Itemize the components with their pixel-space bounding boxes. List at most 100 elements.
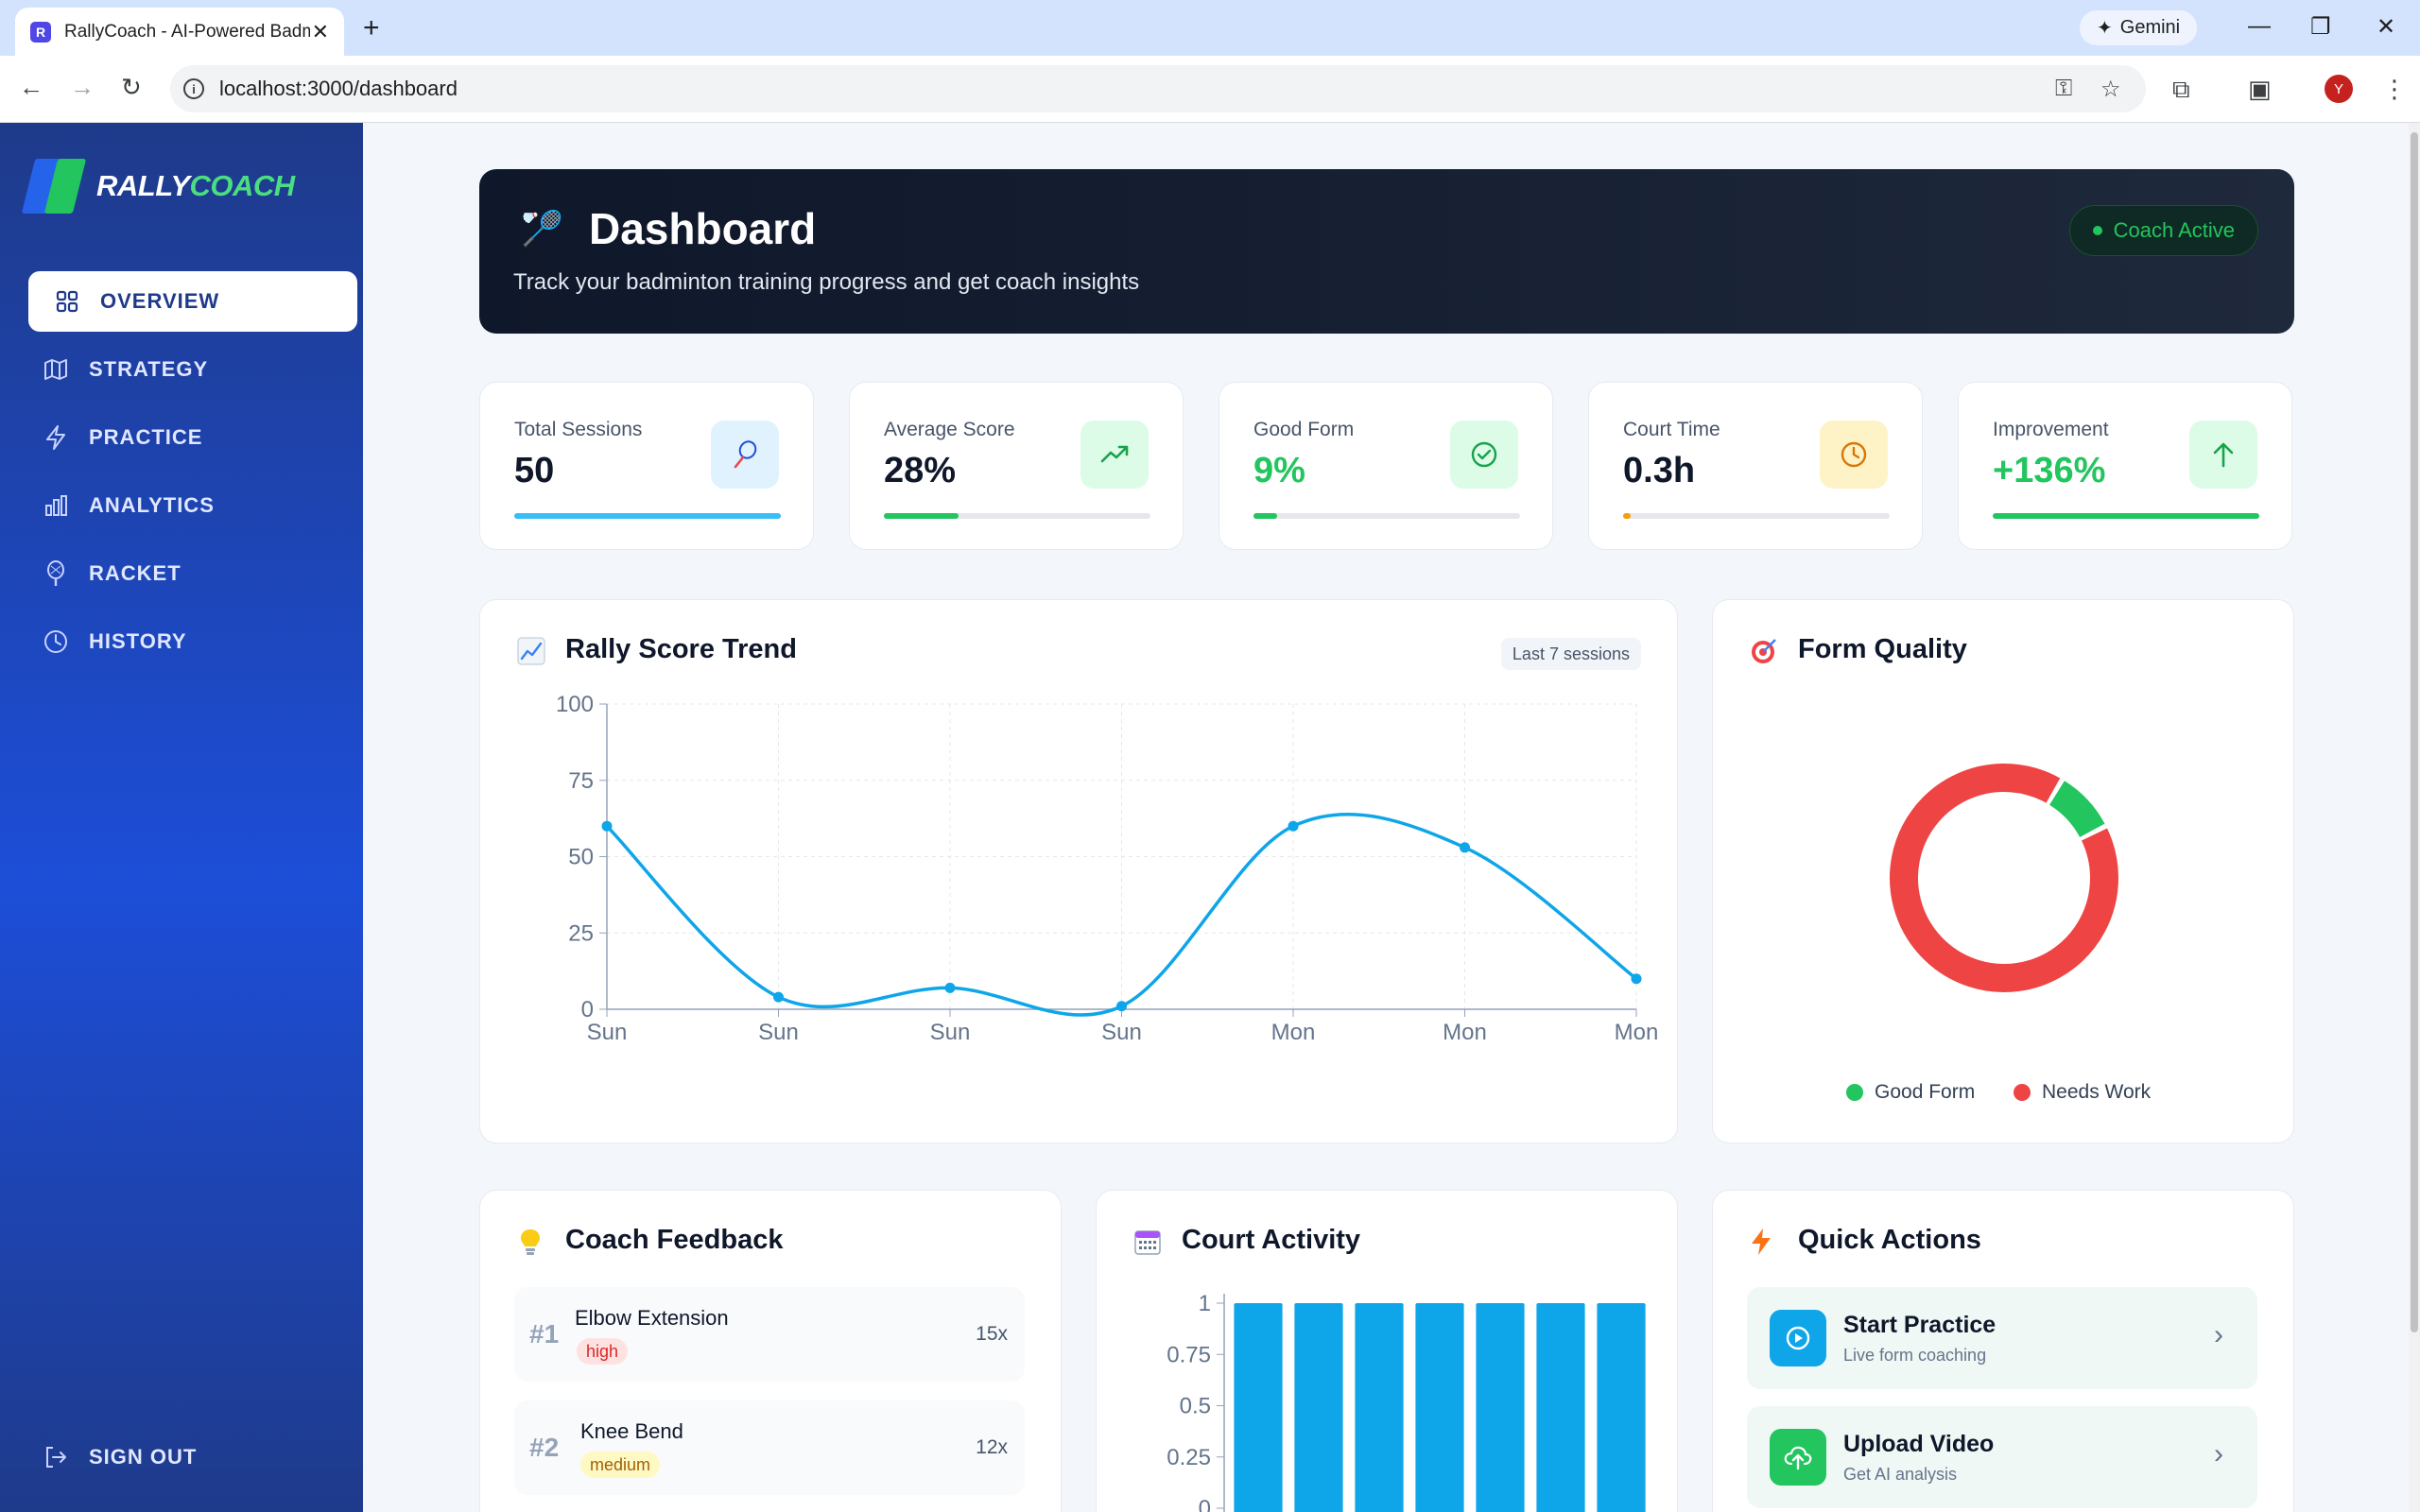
stat-value: 9% [1253, 451, 1305, 490]
url-text[interactable]: localhost:3000/dashboard [219, 77, 458, 100]
nav-item-practice[interactable]: PRACTICE [17, 407, 346, 468]
bar [1476, 1303, 1525, 1512]
extensions-icon[interactable]: ⧉ [2172, 75, 2190, 103]
legend-swatch [1846, 1084, 1863, 1101]
stat-progress-fill [884, 513, 959, 519]
key-icon[interactable]: ⚿ [2055, 76, 2073, 101]
nav-item-racket[interactable]: RACKET [17, 543, 346, 604]
logo-rally-text: RALLY [96, 169, 190, 202]
card-title: Quick Actions [1798, 1225, 1981, 1255]
app-logo[interactable]: RALLYCOACH [21, 159, 296, 214]
stat-progress-fill [1993, 513, 2259, 519]
signout-button[interactable]: SIGN OUT [17, 1427, 346, 1487]
badminton-icon: 🏸 [521, 209, 563, 248]
stat-progress-fill [514, 513, 781, 519]
card-title: Form Quality [1798, 634, 1967, 664]
star-icon[interactable]: ☆ [2100, 77, 2121, 102]
y-tick-label: 0.75 [1167, 1342, 1211, 1367]
page-subtitle: Track your badminton training progress a… [513, 269, 1140, 295]
gemini-label: Gemini [2119, 17, 2181, 38]
y-tick-label: 0.25 [1167, 1445, 1211, 1470]
rally-score-trend-card: Rally Score Trend Last 7 sessions 0 25 50 7… [479, 599, 1678, 1143]
signout-icon [42, 1445, 70, 1469]
x-tick-label: Sun [758, 1020, 799, 1045]
bar [1294, 1303, 1343, 1512]
legend-label: Needs Work [2042, 1081, 2152, 1103]
start-practice-button[interactable]: Start Practice Live form coaching › [1747, 1287, 2257, 1389]
action-title: Start Practice [1843, 1312, 1996, 1338]
map-icon [42, 358, 70, 381]
nav-item-analytics[interactable]: ANALYTICS [17, 475, 346, 536]
racket-icon [42, 560, 70, 587]
trending-up-icon [1080, 421, 1149, 489]
data-point [601, 820, 613, 832]
logo-coach-text: COACH [189, 169, 296, 202]
new-tab-icon[interactable]: + [363, 12, 380, 43]
status-dot-icon [2092, 226, 2102, 235]
feedback-rank: #1 [529, 1319, 560, 1349]
feedback-item[interactable]: #1 Elbow Extension high 15x [514, 1287, 1025, 1382]
data-point [1460, 842, 1470, 853]
scrollbar-thumb[interactable] [2411, 132, 2418, 1332]
forward-icon[interactable]: → [70, 73, 95, 101]
stat-progress-track [514, 513, 781, 519]
sidepanel-icon[interactable]: ▣ [2248, 75, 2272, 103]
chart-trend-icon [516, 636, 546, 674]
nav-item-overview[interactable]: OVERVIEW [28, 271, 357, 332]
upload-video-button[interactable]: Upload Video Get AI analysis › [1747, 1406, 2257, 1508]
stat-progress-track [1623, 513, 1890, 519]
nav-label: ANALYTICS [89, 493, 215, 517]
nav-item-strategy[interactable]: STRATEGY [17, 339, 346, 400]
data-point [1631, 973, 1642, 985]
back-icon[interactable]: ← [19, 73, 43, 101]
signout-label: SIGN OUT [89, 1445, 198, 1469]
page-title: Dashboard [589, 204, 817, 253]
x-tick-label: Sun [587, 1020, 628, 1045]
gemini-button[interactable]: ✦ Gemini [2080, 10, 2198, 45]
omnibox[interactable]: i localhost:3000/dashboard ⚿ ☆ [170, 65, 2146, 112]
stat-value: +136% [1993, 451, 2106, 490]
stat-label: Average Score [884, 419, 1015, 440]
stat-label: Good Form [1253, 419, 1355, 440]
reload-icon[interactable]: ↻ [121, 73, 142, 101]
bar-chart-icon [42, 494, 70, 517]
play-icon [1770, 1310, 1826, 1366]
close-window-icon[interactable]: ✕ [2377, 14, 2396, 40]
nav-item-history[interactable]: HISTORY [17, 611, 346, 672]
feedback-item[interactable]: #2 Knee Bend medium 12x [514, 1400, 1025, 1495]
y-tick-label: 0.5 [1180, 1394, 1211, 1419]
stat-label: Total Sessions [514, 419, 643, 440]
bar [1597, 1303, 1646, 1512]
y-tick-label: 0 [581, 997, 594, 1022]
form-quality-card: Form Quality [1712, 599, 2294, 1143]
check-circle-icon [1450, 421, 1518, 489]
donut-chart [1890, 764, 2118, 992]
x-tick-label: Mon [1271, 1020, 1316, 1045]
restore-icon[interactable]: ❐ [2310, 14, 2331, 40]
stat-value: 28% [884, 451, 957, 490]
x-tick-label: Sun [930, 1020, 971, 1045]
legend-label: Good Form [1875, 1081, 1976, 1103]
info-icon[interactable]: i [183, 78, 204, 99]
clock-icon [1820, 421, 1888, 489]
browser-tab[interactable]: R RallyCoach - AI-Powered Badminton Coac… [15, 8, 344, 56]
data-point [773, 991, 784, 1003]
dashboard-header: 🏸 Dashboard Track your badminton trainin… [479, 169, 2294, 334]
close-tab-icon[interactable]: ✕ [311, 19, 329, 43]
feedback-count: 12x [976, 1436, 1008, 1458]
stat-progress-fill [1253, 513, 1278, 519]
severity-badge: medium [580, 1452, 661, 1478]
x-tick-label: Mon [1443, 1020, 1487, 1045]
coach-feedback-card: Coach Feedback #1 Elbow Extension high 1… [479, 1190, 1062, 1512]
feedback-name: Knee Bend [580, 1419, 683, 1443]
bar [1234, 1303, 1283, 1512]
data-point [944, 982, 956, 993]
minimize-icon[interactable]: — [2248, 13, 2271, 39]
profile-avatar[interactable]: Y [2325, 75, 2353, 103]
favicon-icon: R [30, 21, 51, 43]
arrow-up-icon [2189, 421, 2257, 489]
upload-icon [1770, 1429, 1826, 1486]
donut-slice [2048, 781, 2105, 838]
menu-icon[interactable]: ⋮ [2382, 75, 2407, 103]
coach-status-label: Coach Active [2113, 218, 2235, 242]
